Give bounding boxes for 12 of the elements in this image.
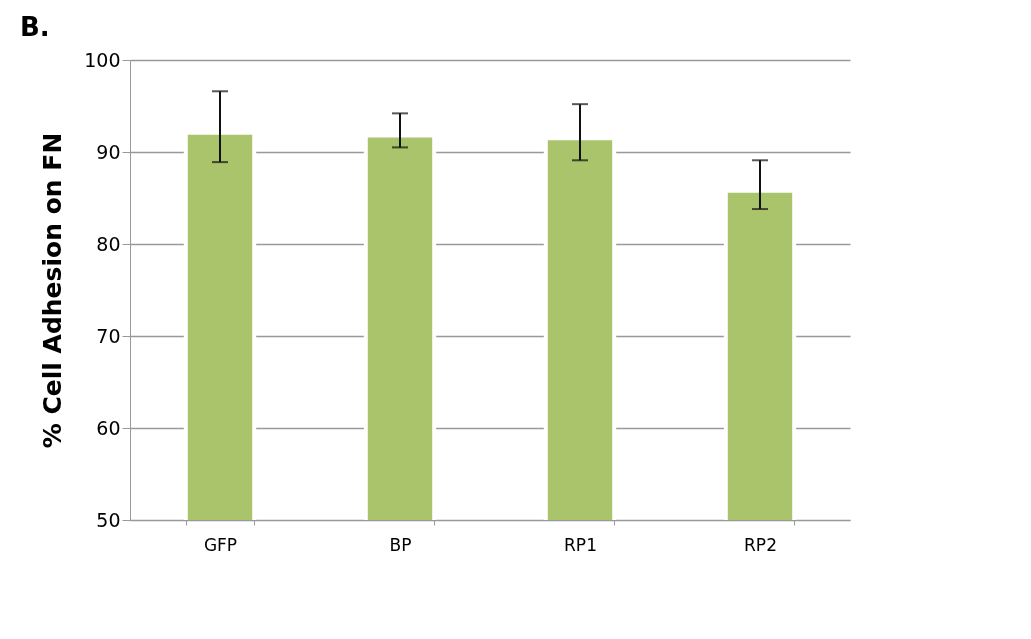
y-tick-label: 60: [96, 416, 121, 439]
x-tick-label: GFP: [203, 534, 238, 555]
y-tick-label: 100: [84, 48, 121, 71]
y-tick-label: 90: [96, 140, 121, 163]
y-tick-label: 80: [96, 232, 121, 255]
chart-title: B.: [20, 12, 50, 42]
y-tick-label: 50: [96, 508, 121, 531]
x-tick-label: RP1: [564, 534, 597, 555]
y-axis-title: % Cell Adhesion on FN: [38, 132, 68, 449]
y-tick-label: 70: [96, 324, 121, 347]
x-tick-label: BP: [389, 534, 412, 555]
x-tick-label: RP2: [744, 534, 777, 555]
